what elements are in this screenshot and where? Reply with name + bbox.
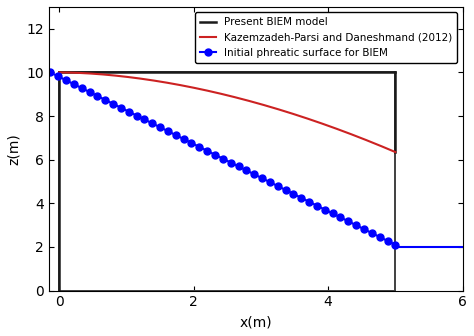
Initial phreatic surface for BIEM [63, 78, 69, 82]
Initial phreatic surface for BIEM [251, 172, 257, 176]
Legend: Present BIEM model, Kazemzadeh-Parsi and Daneshmand (2012), Initial phreatic sur: Present BIEM model, Kazemzadeh-Parsi and… [195, 12, 457, 63]
Initial phreatic surface for BIEM [204, 149, 210, 153]
Initial phreatic surface for BIEM [314, 204, 320, 208]
Initial phreatic surface for BIEM [126, 110, 132, 114]
Initial phreatic surface for BIEM [181, 137, 186, 141]
Initial phreatic surface for BIEM [361, 227, 367, 231]
Initial phreatic surface for BIEM [236, 164, 241, 168]
Initial phreatic surface for BIEM [291, 192, 296, 196]
Initial phreatic surface for BIEM [197, 145, 202, 149]
Kazemzadeh-Parsi and Daneshmand (2012) [340, 129, 346, 133]
Kazemzadeh-Parsi and Daneshmand (2012) [262, 103, 268, 107]
Initial phreatic surface for BIEM [346, 219, 351, 223]
Initial phreatic surface for BIEM [377, 235, 383, 239]
Initial phreatic surface for BIEM [71, 82, 77, 86]
Initial phreatic surface for BIEM [87, 90, 92, 94]
Initial phreatic surface for BIEM [322, 208, 328, 212]
Kazemzadeh-Parsi and Daneshmand (2012) [56, 71, 62, 75]
Kazemzadeh-Parsi and Daneshmand (2012) [57, 71, 63, 75]
Initial phreatic surface for BIEM [157, 125, 163, 129]
Initial phreatic surface for BIEM [220, 157, 226, 161]
Initial phreatic surface for BIEM [283, 188, 288, 192]
Initial phreatic surface for BIEM [392, 243, 398, 247]
Initial phreatic surface for BIEM [118, 106, 124, 110]
Initial phreatic surface for BIEM [94, 94, 100, 98]
Line: Kazemzadeh-Parsi and Daneshmand (2012): Kazemzadeh-Parsi and Daneshmand (2012) [59, 73, 395, 152]
Initial phreatic surface for BIEM [102, 98, 108, 102]
Kazemzadeh-Parsi and Daneshmand (2012) [392, 150, 398, 154]
Y-axis label: z(m): z(m) [7, 133, 21, 165]
Initial phreatic surface for BIEM [275, 184, 281, 188]
Initial phreatic surface for BIEM [165, 129, 171, 133]
Initial phreatic surface for BIEM [330, 211, 336, 215]
Initial phreatic surface for BIEM [173, 133, 179, 137]
Initial phreatic surface for BIEM [110, 102, 116, 106]
Initial phreatic surface for BIEM [79, 86, 84, 90]
Initial phreatic surface for BIEM [189, 141, 194, 145]
Initial phreatic surface for BIEM [47, 71, 53, 75]
Kazemzadeh-Parsi and Daneshmand (2012) [361, 137, 367, 141]
Initial phreatic surface for BIEM [55, 74, 61, 78]
Line: Initial phreatic surface for BIEM: Initial phreatic surface for BIEM [47, 69, 399, 248]
X-axis label: x(m): x(m) [239, 315, 272, 329]
Initial phreatic surface for BIEM [149, 121, 155, 125]
Initial phreatic surface for BIEM [228, 161, 234, 165]
Initial phreatic surface for BIEM [385, 239, 391, 243]
Initial phreatic surface for BIEM [353, 223, 359, 227]
Kazemzadeh-Parsi and Daneshmand (2012) [256, 102, 262, 106]
Initial phreatic surface for BIEM [134, 114, 139, 118]
Kazemzadeh-Parsi and Daneshmand (2012) [255, 101, 261, 106]
Initial phreatic surface for BIEM [299, 196, 304, 200]
Initial phreatic surface for BIEM [369, 231, 374, 235]
Initial phreatic surface for BIEM [212, 153, 218, 157]
Initial phreatic surface for BIEM [267, 180, 273, 184]
Initial phreatic surface for BIEM [337, 215, 343, 219]
Initial phreatic surface for BIEM [259, 176, 265, 180]
Initial phreatic surface for BIEM [142, 117, 147, 121]
Initial phreatic surface for BIEM [306, 200, 312, 204]
Initial phreatic surface for BIEM [244, 168, 249, 172]
